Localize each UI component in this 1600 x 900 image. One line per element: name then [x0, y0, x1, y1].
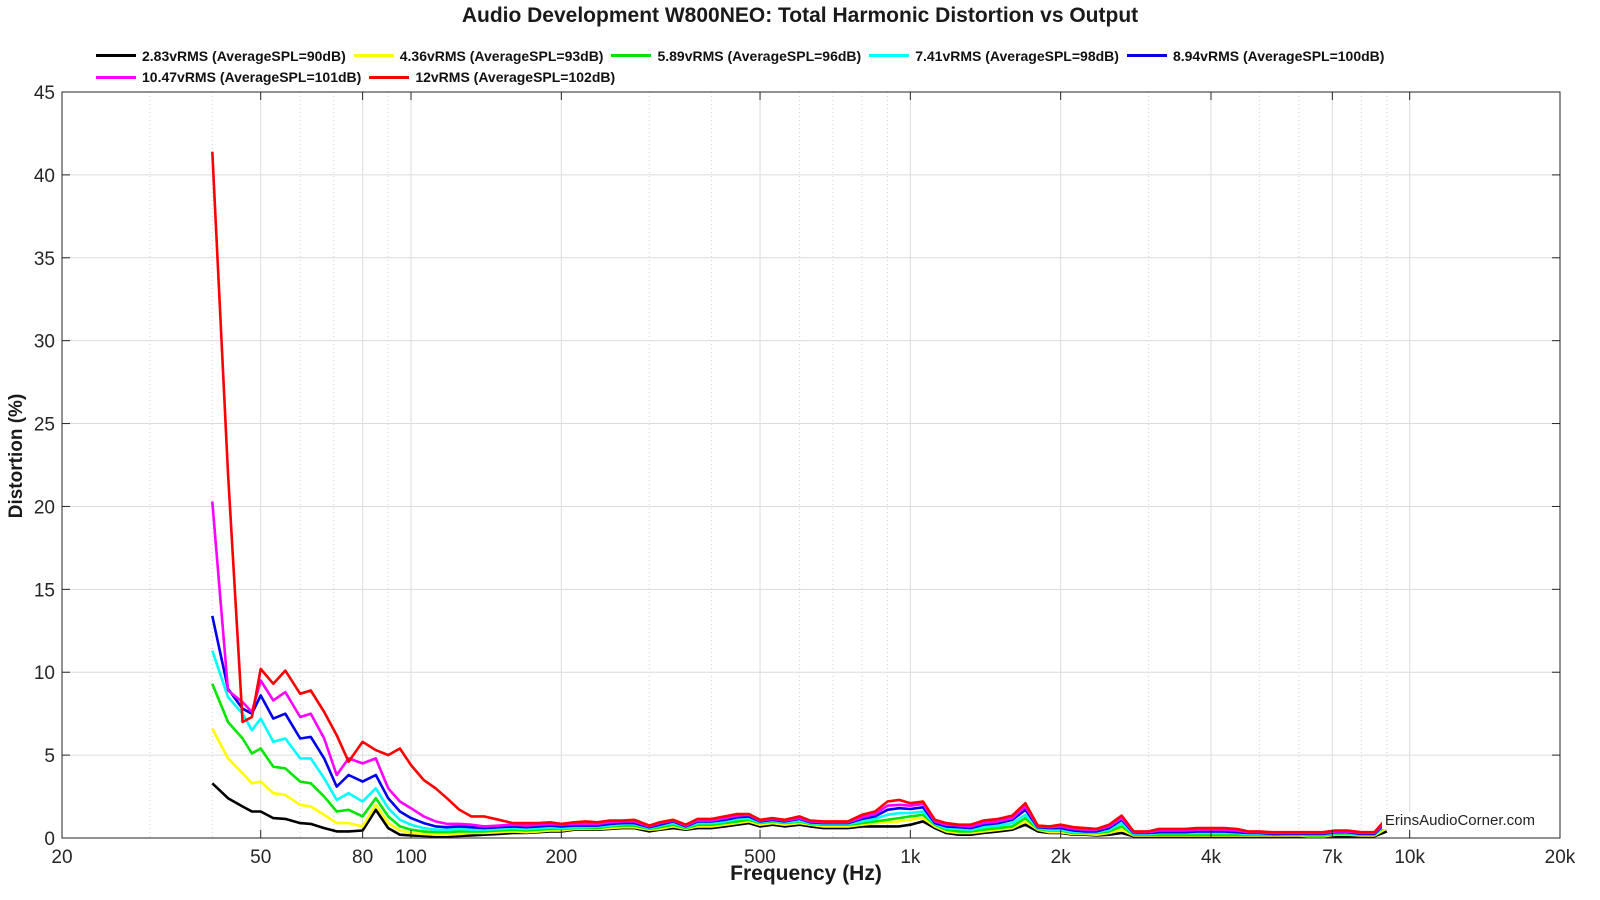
x-tick-label: 20k — [1545, 847, 1576, 868]
x-tick-label: 200 — [545, 847, 577, 868]
legend-swatch — [353, 54, 394, 57]
legend-label: 4.36vRMS (AverageSPL=93dB) — [399, 47, 604, 64]
legend-swatch — [96, 75, 136, 79]
x-tick-label: 1k — [900, 847, 921, 868]
legend-swatch — [611, 54, 652, 57]
y-tick-label: 30 — [34, 332, 55, 353]
series-line-7 — [211, 151, 1388, 834]
legend-item-7: 12vRMS (AverageSPL=102dB) — [369, 67, 615, 87]
series-layer — [211, 151, 1388, 838]
y-axis-ticks: 0 5 10 15 20 25 30 35 40 45 — [34, 83, 1560, 850]
y-tick-label: 15 — [34, 580, 55, 601]
watermark: ErinsAudioCorner.com — [1381, 812, 1538, 829]
legend-label: 5.89vRMS (AverageSPL=96dB) — [657, 47, 862, 64]
chart-title: Audio Development W800NEO: Total Harmoni… — [461, 4, 1139, 27]
legend-label: 8.94vRMS (AverageSPL=100dB) — [1172, 47, 1385, 64]
legend-item-3: 5.89vRMS (AverageSPL=96dB) — [611, 46, 861, 66]
legend-label: 7.41vRMS (AverageSPL=98dB) — [915, 47, 1119, 64]
x-tick-label: 4k — [1201, 847, 1222, 868]
x-tick-label: 100 — [395, 847, 427, 868]
y-tick-label: 5 — [44, 746, 55, 767]
y-tick-label: 0 — [44, 829, 55, 850]
plot-frame — [61, 91, 1561, 839]
legend-label: 10.47vRMS (AverageSPL=101dB) — [142, 69, 362, 85]
legend-swatch — [369, 75, 410, 79]
series-line-6 — [211, 501, 1388, 835]
x-tick-label: 80 — [352, 847, 373, 868]
y-tick-label: 40 — [34, 166, 55, 187]
axes-layer — [61, 91, 1561, 839]
x-axis-label: Frequency (Hz) — [730, 862, 882, 885]
y-tick-label: 10 — [34, 663, 55, 684]
y-tick-label: 45 — [34, 83, 55, 104]
legend-item-2: 4.36vRMS (AverageSPL=93dB) — [353, 46, 604, 66]
x-tick-label: 10k — [1394, 847, 1425, 868]
y-tick-label: 25 — [34, 415, 55, 436]
major-grid — [61, 91, 1561, 839]
legend-item-1: 2.83vRMS (AverageSPL=90dB) — [96, 46, 346, 66]
y-axis-label: Distortion (%) — [6, 394, 27, 519]
legend-swatch — [1126, 54, 1167, 57]
x-tick-label: 2k — [1051, 847, 1072, 868]
y-tick-label: 20 — [34, 497, 55, 518]
x-tick-label: 500 — [744, 847, 776, 868]
chart-legend: 2.83vRMS (AverageSPL=90dB) 4.36vRMS (Aver… — [96, 44, 1556, 87]
legend-item-5: 8.94vRMS (AverageSPL=100dB) — [1126, 46, 1385, 66]
x-axis-ticks: 20 50 80 100 200 500 1k 2k 4k 7k 10k 20k — [51, 92, 1576, 868]
legend-item-4: 7.41vRMS (AverageSPL=98dB) — [869, 46, 1119, 66]
x-tick-label: 50 — [250, 847, 271, 868]
x-tick-label: 20 — [51, 847, 72, 868]
legend-item-6: 10.47vRMS (AverageSPL=101dB) — [96, 67, 361, 87]
legend-swatch — [869, 54, 910, 57]
y-tick-label: 35 — [34, 249, 55, 270]
legend-swatch — [96, 54, 136, 57]
minor-grid — [149, 92, 1388, 838]
x-tick-label: 7k — [1322, 847, 1343, 868]
legend-label: 2.83vRMS (AverageSPL=90dB) — [142, 47, 346, 64]
legend-label: 12vRMS (AverageSPL=102dB) — [415, 69, 616, 85]
